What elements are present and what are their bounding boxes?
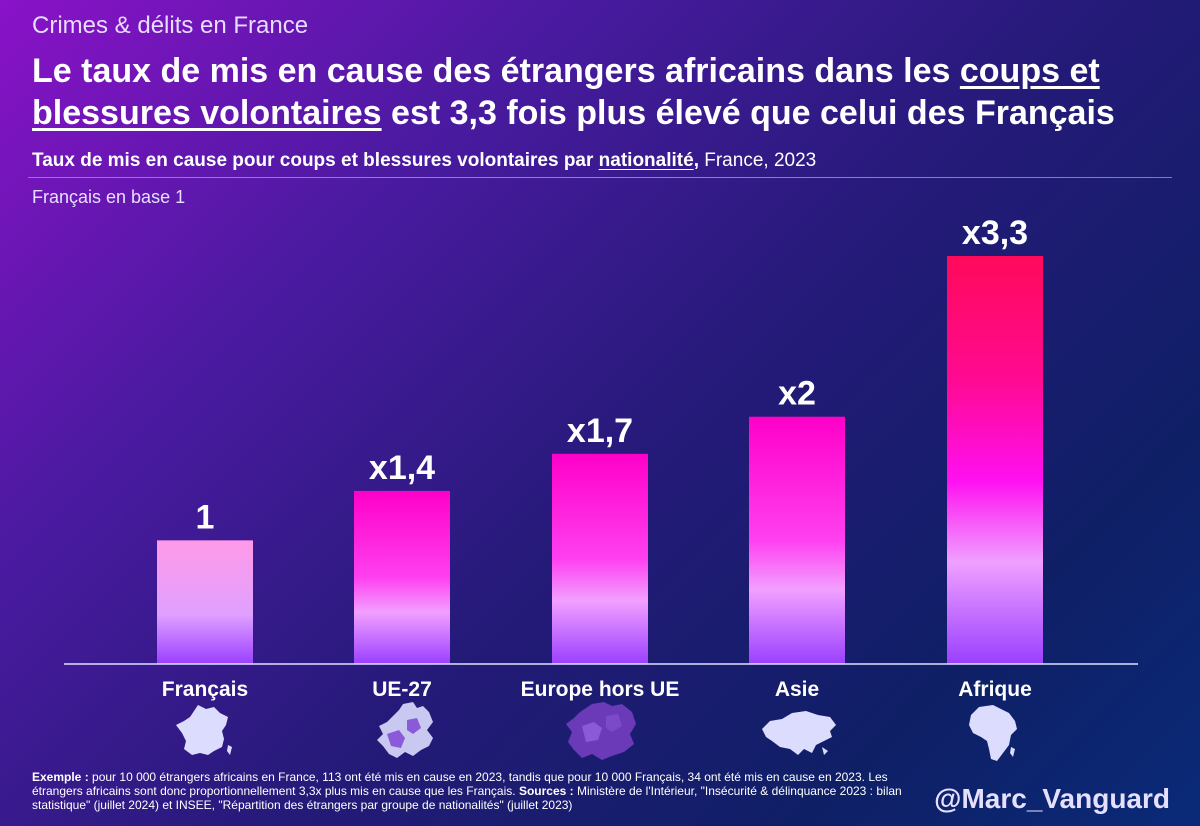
bar-ue-27 [354, 490, 450, 664]
value-label: x1,4 [369, 449, 435, 487]
eu-map-icon [377, 702, 433, 758]
footnote: Exemple : pour 10 000 étrangers africain… [32, 770, 932, 812]
author-handle: @Marc_Vanguard [934, 783, 1170, 814]
bars-group [157, 256, 1043, 664]
footnote-label: Exemple : [32, 770, 89, 784]
base-note: Français en base 1 [32, 187, 186, 207]
labels-group: 1 Français x1,4 UE-27 x1,7 Europe hors UE x2 As… [162, 214, 1032, 701]
subtitle-bold: Taux de mis en cause pour coups et bless… [32, 150, 599, 171]
africa-map-icon [969, 705, 1017, 761]
subtitle-comma: , [693, 150, 699, 171]
headline-underlined: coups et blessures volontaires [32, 52, 1100, 132]
europe-map-icon [566, 702, 636, 760]
footnote-text: pour 10 000 étrangers africains en Franc… [32, 770, 888, 798]
category-label: Asie [775, 678, 819, 701]
headline-part2: est 3,3 fois plus élevé que celui des Fr… [381, 94, 1115, 132]
value-label: 1 [196, 498, 215, 536]
france-map-icon [176, 705, 232, 755]
subtitle-rest: France, 2023 [698, 150, 817, 171]
value-label: x2 [778, 375, 816, 413]
asia-map-icon [762, 711, 836, 755]
headline-part1: Le taux de mis en cause des étrangers af… [32, 52, 960, 90]
category-label: Afrique [958, 678, 1032, 701]
kicker-text: Crimes & délits en France [32, 12, 309, 39]
value-label: x3,3 [962, 214, 1028, 252]
category-label: UE-27 [372, 678, 432, 701]
bar-afrique [947, 256, 1043, 664]
value-label: x1,7 [567, 412, 633, 450]
footnote-sources-label: Sources : [518, 784, 574, 798]
headline: Le taux de mis en cause des étrangers af… [32, 50, 1172, 134]
bar-fran-ais [157, 540, 253, 664]
chart-subtitle: Taux de mis en cause pour coups et bless… [32, 150, 816, 172]
footnote-sources: Ministère de l'Intérieur, "Insécurité & … [32, 784, 902, 812]
category-label: Français [162, 678, 248, 701]
bar-asie [749, 416, 845, 664]
bar-europe-hors-ue [552, 453, 648, 664]
divider [28, 177, 1172, 178]
subtitle-underlined: nationalité [598, 150, 694, 171]
category-label: Europe hors UE [521, 678, 680, 701]
